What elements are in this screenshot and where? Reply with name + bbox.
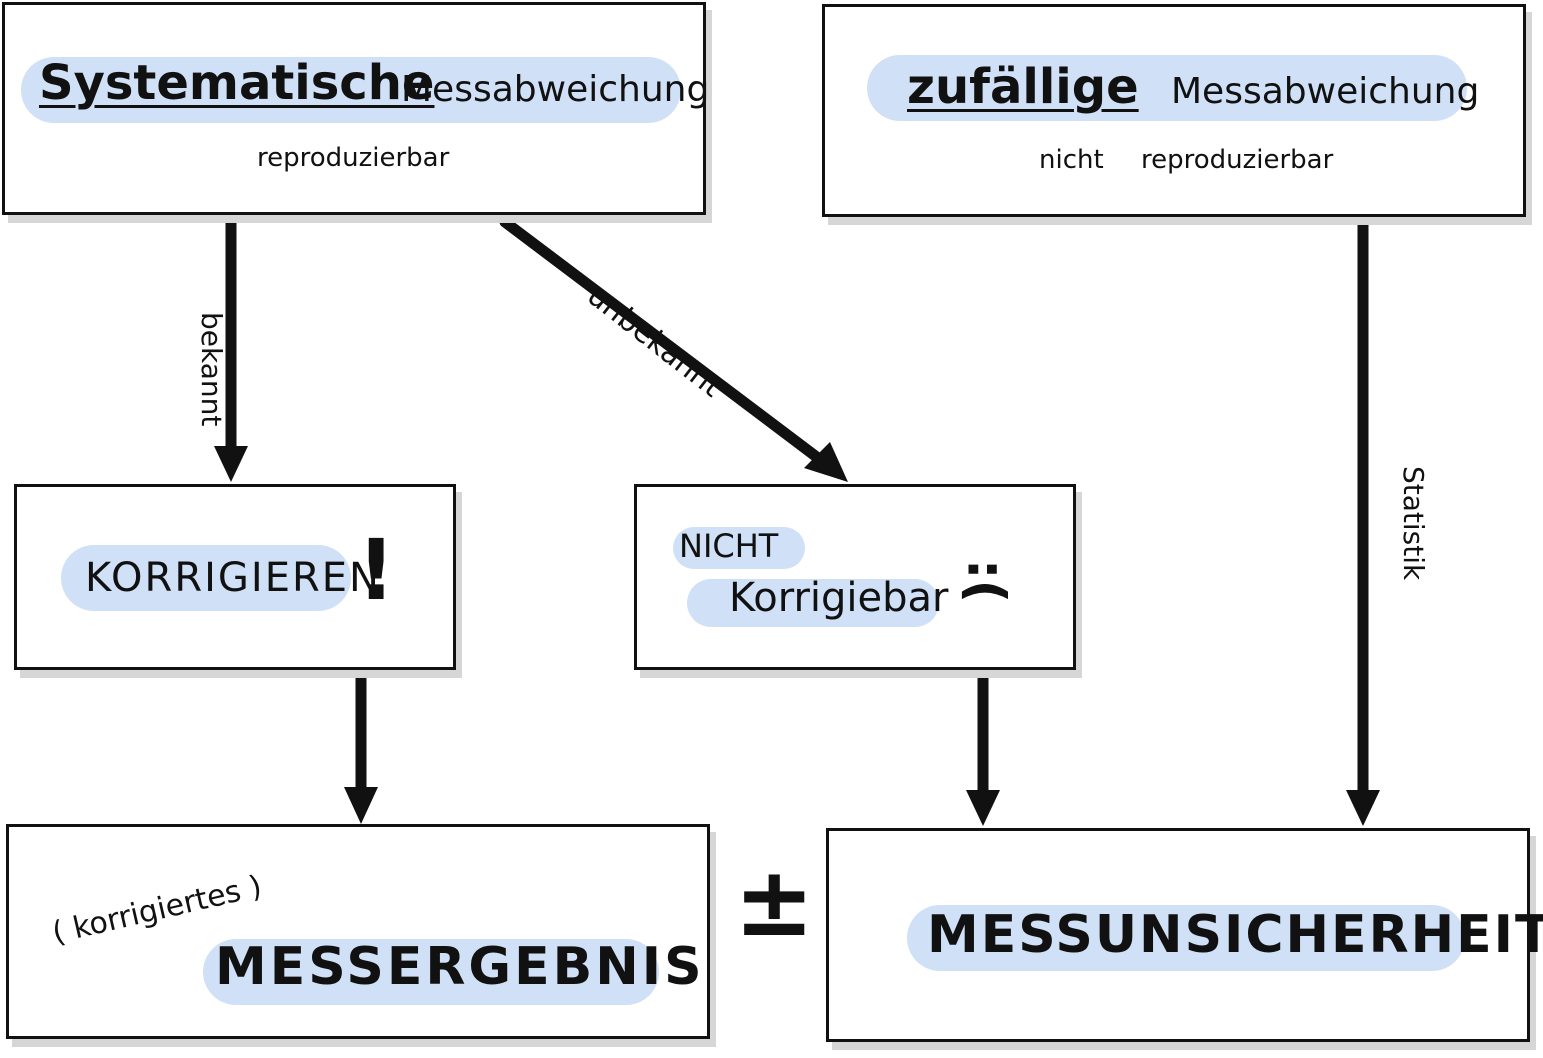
correct-exclamation: !: [357, 521, 396, 619]
systematic-title-suffix: Messabweichung: [401, 69, 710, 110]
systematic-deviation-box: Systematische Messabweichung reproduzier…: [2, 2, 710, 215]
systematic-title: Systematische: [39, 55, 435, 111]
arrowhead-uncertainty: [966, 790, 1000, 826]
label-statistics: Statistik: [1397, 466, 1430, 581]
not-correctable-label-2: Korrigiebar: [729, 575, 949, 621]
random-deviation-box: zufällige Messabweichung nicht reproduzi…: [822, 4, 1526, 217]
random-title-suffix: Messabweichung: [1171, 71, 1480, 112]
plus-minus-sign: ±: [734, 846, 815, 958]
arrowhead-unknown: [804, 442, 848, 482]
uncertainty-box: MESSUNSICHERHEIT: [826, 828, 1543, 1042]
arrow-unknown: [499, 216, 824, 464]
result-highlight: [203, 939, 659, 1005]
label-known: bekannt: [195, 312, 228, 427]
correct-label: KORRIGIEREN: [85, 555, 381, 601]
random-subtitle-1: nicht: [1039, 145, 1104, 175]
not-correctable-box: NICHT Korrigiebar :(: [634, 484, 1076, 670]
random-highlight: [867, 55, 1467, 121]
systematic-subtitle: reproduzierbar: [257, 143, 450, 173]
correct-highlight: [61, 545, 351, 611]
random-title: zufällige: [907, 59, 1139, 115]
arrowhead-statistics: [1346, 790, 1380, 826]
uncertainty-highlight: [907, 905, 1465, 971]
not-correctable-highlight-2: [687, 579, 939, 627]
systematic-highlight: [21, 57, 681, 123]
random-subtitle-2: reproduzierbar: [1141, 145, 1334, 175]
result-label: MESSERGEBNIS: [215, 937, 705, 997]
arrowhead-result: [344, 787, 378, 824]
correct-box: KORRIGIEREN !: [14, 484, 456, 670]
sad-face-icon: :(: [955, 558, 1016, 604]
uncertainty-label: MESSUNSICHERHEIT: [927, 905, 1543, 965]
result-box: ( korrigiertes ) MESSERGEBNIS: [6, 824, 710, 1039]
not-correctable-highlight-1: [673, 527, 805, 569]
not-correctable-label-1: NICHT: [679, 527, 779, 565]
arrowhead-known: [214, 446, 248, 482]
